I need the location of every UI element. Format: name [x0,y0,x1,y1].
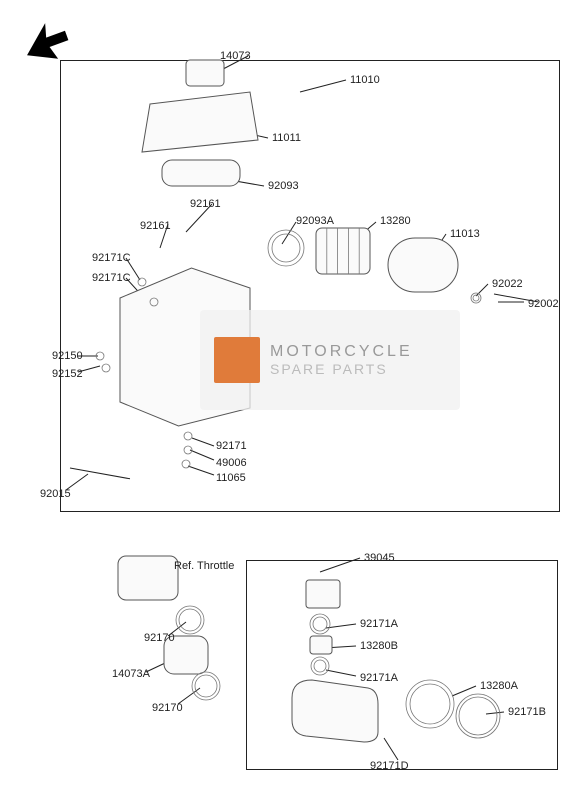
callout-92002: 92002 [528,298,559,310]
diagram-canvas: { "meta": { "viewport_w": 584, "viewport… [0,0,584,800]
callout-92171a: 92171A [360,618,398,630]
watermark-line2: SPARE PARTS [270,361,413,377]
callout-ref. throttle: Ref. Throttle [174,560,234,572]
callout-11065: 11065 [216,472,246,484]
callout-92170: 92170 [152,702,183,714]
callout-92093: 92093 [268,180,299,192]
callout-92171b: 92171B [508,706,546,718]
callout-92171c: 92171C [92,272,131,284]
callout-92171c: 92171C [92,252,131,264]
callout-13280a: 13280A [480,680,518,692]
callout-39045: 39045 [364,552,395,564]
callout-13280: 13280 [380,215,411,227]
callout-14073a: 14073A [112,668,150,680]
callout-92015: 92015 [40,488,71,500]
callout-14073: 14073 [220,50,251,62]
callout-13280b: 13280B [360,640,398,652]
callout-92093a: 92093A [296,215,334,227]
watermark-square-icon [214,337,260,383]
callout-92171d: 92171D [370,760,409,772]
callout-92171: 92171 [216,440,247,452]
watermark-block: MOTORCYCLE SPARE PARTS [200,310,460,410]
watermark-line1: MOTORCYCLE [270,343,413,361]
callout-11011: 11011 [272,132,301,144]
callout-92171a: 92171A [360,672,398,684]
callout-11010: 11010 [350,74,380,86]
callout-92150: 92150 [52,350,83,362]
callout-92170: 92170 [144,632,175,644]
callout-92022: 92022 [492,278,523,290]
callout-11013: 11013 [450,228,480,240]
callout-92161: 92161 [140,220,171,232]
callout-92161: 92161 [190,198,221,210]
callout-92152: 92152 [52,368,83,380]
callout-49006: 49006 [216,457,247,469]
